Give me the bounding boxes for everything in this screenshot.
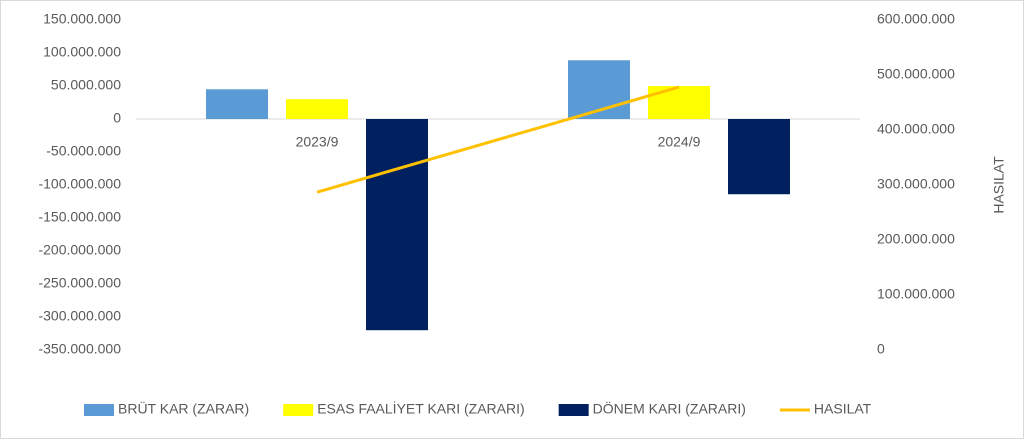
y-tick-label: 50.000.000 [51,77,121,93]
y2-axis-label: HASILAT [991,156,1007,214]
legend-swatch [283,404,314,416]
legend-label: BRÜT KAR (ZARAR) [118,400,249,417]
y-tick-label: -50.000.000 [46,143,121,159]
x-tick-label: 2023/9 [296,134,339,150]
bar [286,99,348,119]
y2-tick-label: 100.000.000 [877,286,955,302]
line [316,85,680,194]
y-tick-label: -250.000.000 [38,275,121,291]
legend-label: ESAS FAALİYET KARI (ZARARI) [317,400,524,417]
y2-tick-label: 300.000.000 [877,176,955,192]
bar [366,119,428,331]
y2-tick-label: 500.000.000 [877,66,955,82]
y-tick-label: 100.000.000 [43,44,121,60]
bar [648,86,710,119]
y2-tick-label: 600.000.000 [877,11,955,27]
y2-tick-label: 400.000.000 [877,121,955,137]
y-tick-label: -150.000.000 [38,209,121,225]
legend-swatch [84,404,114,416]
bar [728,119,790,195]
y-tick-label: -100.000.000 [38,176,121,192]
legend-swatch [558,404,589,416]
bar [206,89,268,119]
y-tick-label: -200.000.000 [38,242,121,258]
legend-label: HASILAT [814,401,872,417]
x-tick-label: 2024/9 [658,134,701,150]
y-tick-label: 150.000.000 [43,11,121,27]
y-tick-label: -350.000.000 [38,341,121,357]
legend-label: DÖNEM KARI (ZARARI) [593,400,746,417]
y2-tick-label: 200.000.000 [877,231,955,247]
y-tick-label: 0 [113,110,121,126]
y2-tick-label: 0 [877,341,885,357]
y-tick-label: -300.000.000 [38,308,121,324]
